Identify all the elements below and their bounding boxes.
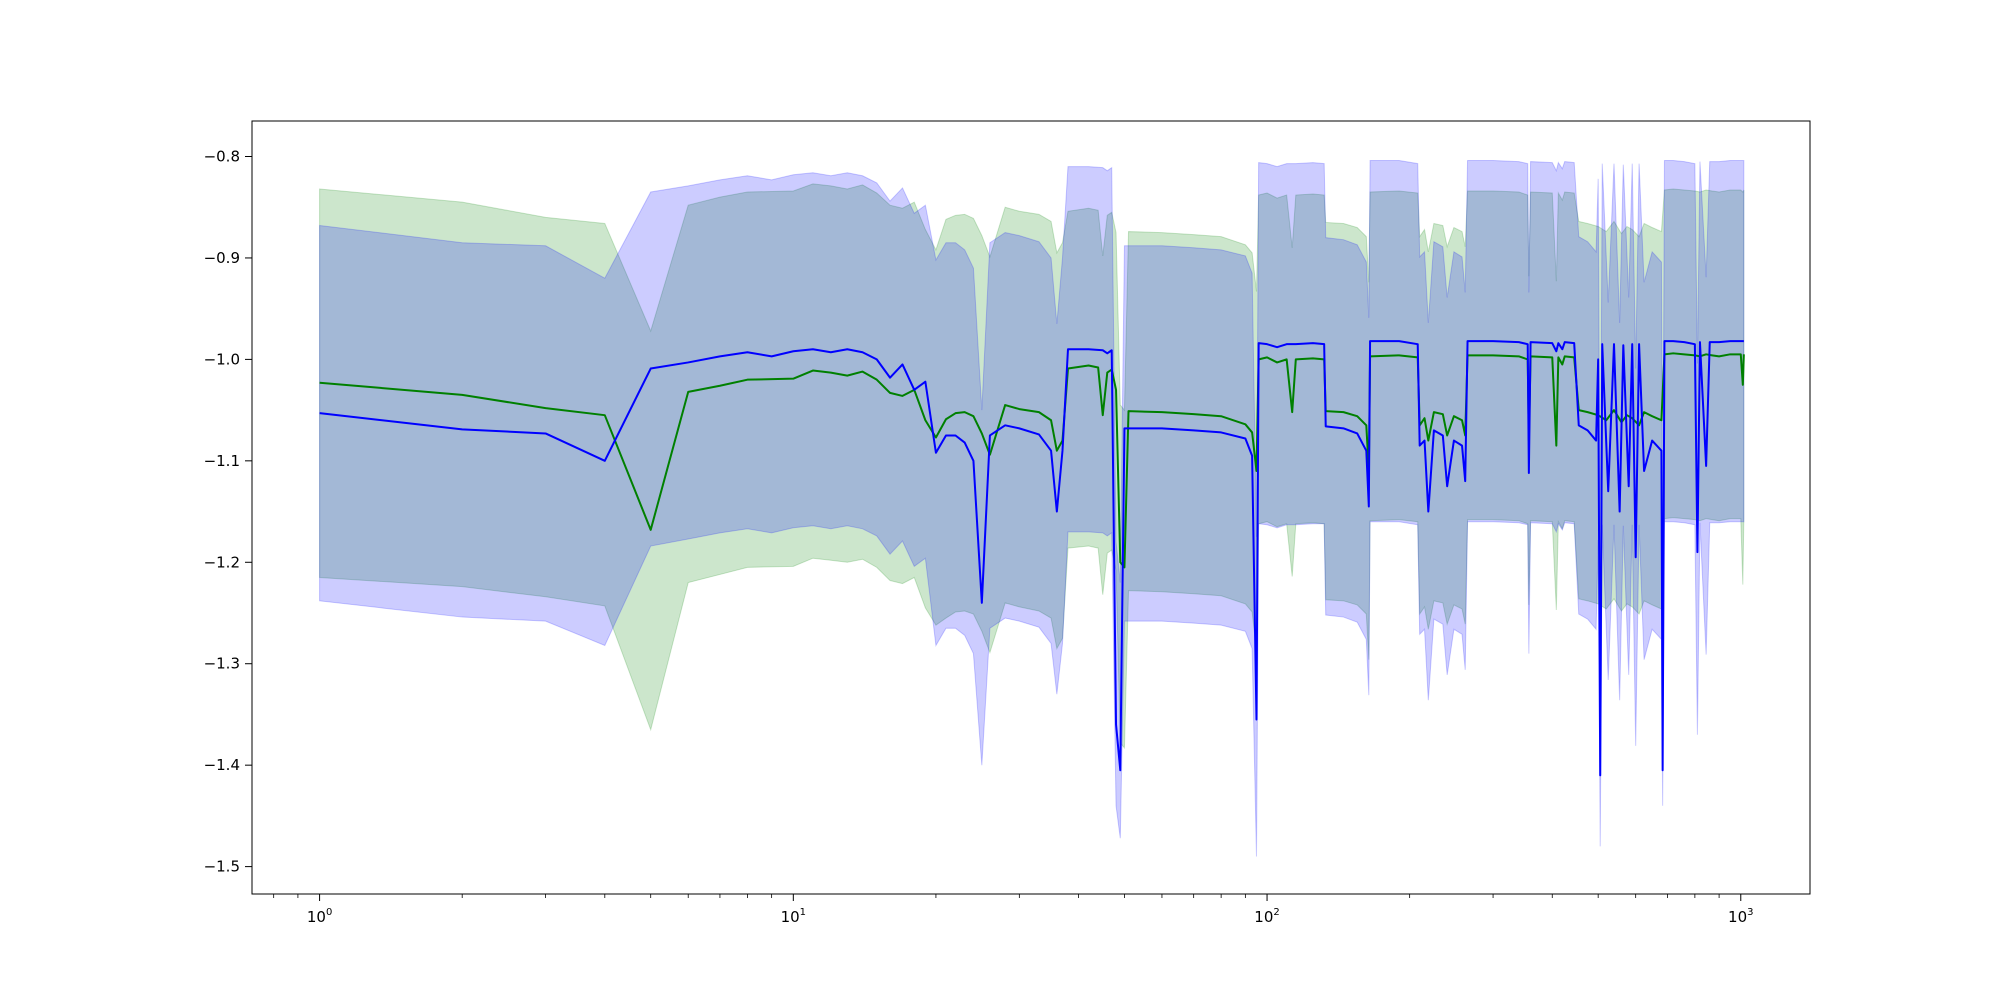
y-tick-label: −1.3: [204, 655, 240, 673]
series-1-line: [319, 340, 1744, 777]
x-tick-label: 101: [781, 907, 806, 926]
x-axis: 100 101 102 103: [273, 894, 1754, 926]
y-tick-label: −1.1: [204, 452, 240, 470]
y-tick-label: −0.9: [204, 249, 240, 267]
plot-frame: [251, 120, 1811, 895]
x-tick-label: 102: [1254, 907, 1279, 926]
series-1-band: [319, 160, 1745, 857]
y-tick-label: −1.2: [204, 553, 240, 571]
y-tick-label: −1.0: [204, 350, 240, 368]
confidence-bands: [319, 160, 1745, 857]
y-axis: −0.8 −0.9 −1.0 −1.1 −1.2 −1.3 −1.4 −1.5: [204, 148, 252, 876]
y-tick-label: −1.5: [204, 858, 240, 876]
y-tick-label: −0.8: [204, 148, 240, 166]
x-tick-label: 100: [307, 907, 332, 926]
series-0-band: [319, 183, 1745, 750]
y-tick-label: −1.4: [204, 756, 240, 774]
series-lines: [319, 340, 1745, 777]
x-tick-label: 103: [1728, 907, 1753, 926]
